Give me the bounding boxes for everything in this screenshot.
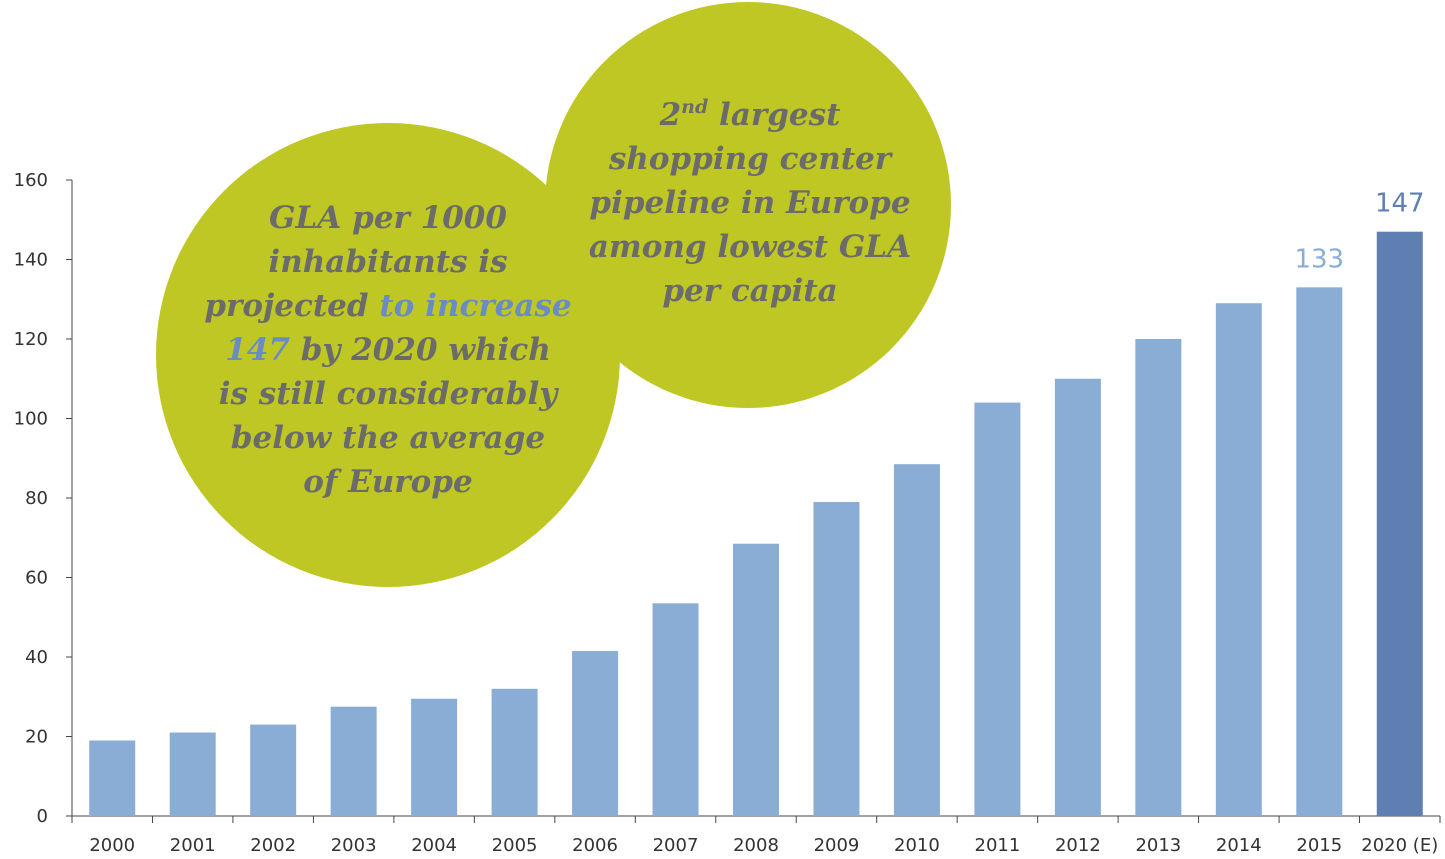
y-tick-label: 140 [14, 250, 48, 271]
bar [169, 732, 216, 816]
annotation-line: GLA per 1000 [269, 200, 507, 236]
x-tick-label: 2010 [894, 835, 940, 856]
x-tick-label: 2013 [1135, 835, 1181, 856]
bar [893, 464, 940, 816]
x-tick-label: 2007 [653, 835, 699, 856]
x-tick-label: 2014 [1216, 835, 1262, 856]
bar [733, 543, 779, 816]
x-tick-label: 2015 [1296, 835, 1342, 856]
bar [411, 698, 458, 816]
annotation-line: shopping center [608, 141, 894, 177]
value-label: 133 [1294, 244, 1344, 274]
annotation-text: of Europe [303, 464, 472, 500]
annotation-text: 2 [659, 97, 682, 133]
annotation-text: largest [708, 97, 841, 133]
x-tick-label: 2020 (E) [1361, 835, 1438, 856]
annotation-line: below the average [231, 420, 545, 456]
annotation-text: GLA per 1000 [269, 200, 507, 236]
bar [652, 603, 699, 816]
bar [330, 706, 377, 816]
annotation-bubble [545, 2, 951, 408]
bar [1215, 303, 1262, 817]
x-tick-label: 2006 [572, 835, 618, 856]
x-tick-label: 2005 [492, 835, 538, 856]
bar [250, 724, 297, 816]
annotation-line: among lowest GLA [589, 229, 911, 265]
x-tick-label: 2002 [250, 835, 296, 856]
annotation-text: per capita [662, 273, 837, 309]
x-tick-label: 2012 [1055, 835, 1101, 856]
annotation-text: among lowest GLA [589, 229, 911, 265]
annotation-text: below the average [231, 420, 545, 456]
bar [1296, 287, 1343, 816]
annotation-line: 2nd largest [659, 96, 842, 133]
annotation-bubble [156, 123, 620, 587]
y-tick-label: 160 [14, 170, 48, 191]
annotation-line: projected to increase [204, 288, 571, 324]
bar [89, 740, 136, 816]
x-tick-label: 2009 [814, 835, 860, 856]
x-tick-label: 2008 [733, 835, 779, 856]
bar [813, 501, 860, 816]
annotation-text: projected [204, 288, 379, 324]
annotation-text: shopping center [608, 141, 894, 177]
annotation-line: pipeline in Europe [589, 185, 910, 221]
annotation-text: 147 [225, 332, 290, 368]
y-tick-label: 100 [14, 409, 48, 430]
x-tick-label: 2000 [89, 835, 135, 856]
bar [1054, 378, 1101, 816]
annotation-text: is still considerably [219, 376, 560, 412]
x-tick-label: 2003 [331, 835, 377, 856]
bar [1376, 231, 1423, 817]
x-tick-label: 2001 [170, 835, 216, 856]
bar [974, 402, 1021, 816]
value-label: 147 [1375, 189, 1425, 219]
annotation-line: is still considerably [219, 376, 560, 412]
y-tick-label: 120 [14, 329, 48, 350]
x-tick-label: 2004 [411, 835, 457, 856]
bar [572, 651, 619, 816]
annotation-text: to increase [379, 288, 571, 324]
annotation-line: inhabitants is [268, 244, 507, 280]
annotation-line: 147 by 2020 which [225, 332, 550, 368]
annotation-text: inhabitants is [268, 244, 507, 280]
x-tick-label: 2011 [975, 835, 1021, 856]
annotation-text: nd [681, 96, 708, 118]
y-tick-label: 60 [25, 568, 48, 589]
annotation-line: per capita [662, 273, 837, 309]
annotation-line: of Europe [303, 464, 472, 500]
annotation-text: pipeline in Europe [589, 185, 910, 221]
y-tick-label: 80 [25, 488, 48, 509]
annotation-text: by 2020 which [290, 332, 551, 368]
bar [1135, 339, 1182, 816]
y-tick-label: 40 [25, 647, 48, 668]
bar [491, 688, 538, 816]
y-tick-label: 20 [25, 727, 48, 748]
y-tick-label: 0 [37, 806, 48, 827]
